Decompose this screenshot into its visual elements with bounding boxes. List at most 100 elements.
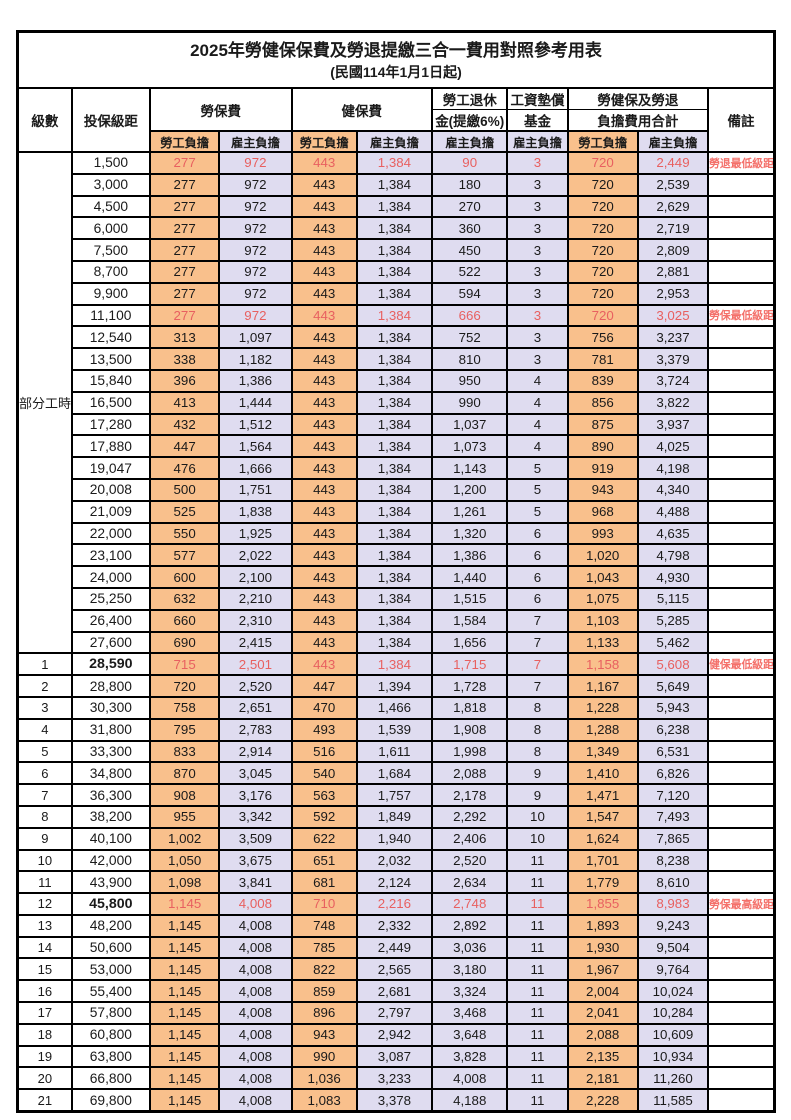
- value-cell: 4,008: [218, 1001, 293, 1025]
- level-cell: 14: [16, 935, 73, 960]
- value-cell: 10: [506, 804, 569, 829]
- value-cell: 1,394: [355, 674, 434, 698]
- table-row: 19 63,800 1,145 4,008 990 3,087 3,828 11 2,135 10…: [16, 1044, 776, 1069]
- remark-cell: [707, 238, 776, 262]
- level-cell: 2: [16, 674, 73, 698]
- value-cell: 11: [506, 935, 569, 960]
- value-cell: 4,008: [218, 892, 293, 916]
- bracket-cell: 24,000: [70, 565, 152, 589]
- value-cell: 277: [148, 281, 221, 306]
- remark-cell: [707, 325, 776, 350]
- value-cell: 540: [290, 761, 358, 786]
- table-row: 14 50,600 1,145 4,008 785 2,449 3,036 11 1,930 9,…: [16, 935, 776, 960]
- value-cell: 413: [148, 390, 221, 415]
- value-cell: 2,520: [218, 674, 293, 698]
- value-cell: 4,008: [218, 913, 293, 938]
- value-cell: 2,797: [355, 1001, 434, 1025]
- value-cell: 2,310: [218, 608, 293, 633]
- level-cell: 15: [16, 957, 73, 982]
- subheader-total-employee: 勞工負擔: [566, 130, 639, 153]
- value-cell: 990: [290, 1044, 358, 1069]
- table-row: 13,500 338 1,182 443 1,384 810 3 781 3,379: [18, 347, 776, 371]
- remark-cell: [707, 1066, 776, 1091]
- level-cell: 3: [16, 695, 73, 720]
- table-row: 15 53,000 1,145 4,008 822 2,565 3,180 11 1,967 9,…: [16, 957, 776, 982]
- value-cell: 972: [218, 172, 293, 197]
- value-cell: 443: [290, 565, 358, 589]
- value-cell: 972: [218, 303, 293, 328]
- level-cell: 6: [16, 761, 73, 786]
- value-cell: 3: [506, 151, 569, 175]
- value-cell: 6,238: [636, 717, 710, 742]
- remark-cell: [707, 630, 776, 655]
- value-cell: 6: [506, 565, 569, 589]
- bracket-cell: 23,100: [70, 543, 152, 568]
- remark-cell: [707, 477, 776, 502]
- value-cell: 3,468: [431, 1001, 509, 1025]
- value-cell: 1,757: [355, 783, 434, 807]
- value-cell: 715: [148, 652, 221, 677]
- value-cell: 7: [506, 608, 569, 633]
- value-cell: 839: [566, 368, 639, 393]
- value-cell: 1,145: [148, 892, 221, 916]
- value-cell: 2,629: [636, 194, 710, 219]
- bracket-cell: 31,800: [70, 717, 152, 742]
- remark-cell: [707, 412, 776, 437]
- col-header-total-line2: 負擔費用合計: [566, 109, 710, 132]
- level-cell: 12: [16, 892, 73, 916]
- value-cell: 833: [148, 739, 221, 764]
- subheader-pension-employer: 雇主負擔: [431, 130, 509, 153]
- value-cell: 856: [566, 390, 639, 415]
- value-cell: 1,384: [355, 303, 434, 328]
- value-cell: 2,041: [566, 1001, 639, 1025]
- value-cell: 4: [506, 368, 569, 393]
- value-cell: 1,288: [566, 717, 639, 742]
- value-cell: 1,384: [355, 499, 434, 524]
- remark-cell: [707, 521, 776, 546]
- bracket-cell: 12,540: [70, 325, 152, 350]
- col-header-total-line1: 勞健保及勞退: [566, 87, 710, 110]
- value-cell: 3: [506, 325, 569, 350]
- bracket-cell: 33,300: [70, 739, 152, 764]
- value-cell: 4,198: [636, 456, 710, 480]
- value-cell: 2,914: [218, 739, 293, 764]
- value-cell: 1,384: [355, 608, 434, 633]
- value-cell: 4,340: [636, 477, 710, 502]
- remark-cell: 勞退最低級距: [707, 151, 776, 175]
- bracket-cell: 11,100: [70, 303, 152, 328]
- value-cell: 622: [290, 826, 358, 851]
- remark-cell: 勞保最低級距: [707, 303, 776, 328]
- value-cell: 660: [148, 608, 221, 633]
- bracket-cell: 4,500: [70, 194, 152, 219]
- value-cell: 443: [290, 368, 358, 393]
- value-cell: 4,008: [218, 1088, 293, 1113]
- value-cell: 476: [148, 456, 221, 480]
- value-cell: 690: [148, 630, 221, 655]
- value-cell: 4,008: [218, 957, 293, 982]
- value-cell: 443: [290, 390, 358, 415]
- table-row: 17 57,800 1,145 4,008 896 2,797 3,468 11 2,041 10…: [16, 1001, 776, 1025]
- col-header-remark: 備註: [707, 87, 776, 153]
- remark-cell: [707, 368, 776, 393]
- table-row: 12 45,800 1,145 4,008 710 2,216 2,748 11 1,855 8,…: [16, 892, 776, 916]
- level-cell: 16: [16, 979, 73, 1004]
- value-cell: 443: [290, 216, 358, 241]
- table-row: 15,840 396 1,386 443 1,384 950 4 839 3,724: [18, 368, 776, 393]
- remark-cell: [707, 456, 776, 480]
- value-cell: 1,103: [566, 608, 639, 633]
- remark-cell: [707, 783, 776, 807]
- value-cell: 2,406: [431, 826, 509, 851]
- value-cell: 4,008: [218, 935, 293, 960]
- value-cell: 443: [290, 281, 358, 306]
- value-cell: 4,008: [431, 1066, 509, 1091]
- value-cell: 338: [148, 347, 221, 371]
- value-cell: 3,648: [431, 1022, 509, 1047]
- remark-cell: [707, 1088, 776, 1113]
- remark-cell: [707, 1044, 776, 1069]
- value-cell: 1,386: [431, 543, 509, 568]
- table-row: 8,700 277 972 443 1,384 522 3 720 2,881: [18, 259, 776, 284]
- value-cell: 8,238: [636, 848, 710, 873]
- value-cell: 1,940: [355, 826, 434, 851]
- bracket-cell: 28,800: [70, 674, 152, 698]
- value-cell: 2,449: [636, 151, 710, 175]
